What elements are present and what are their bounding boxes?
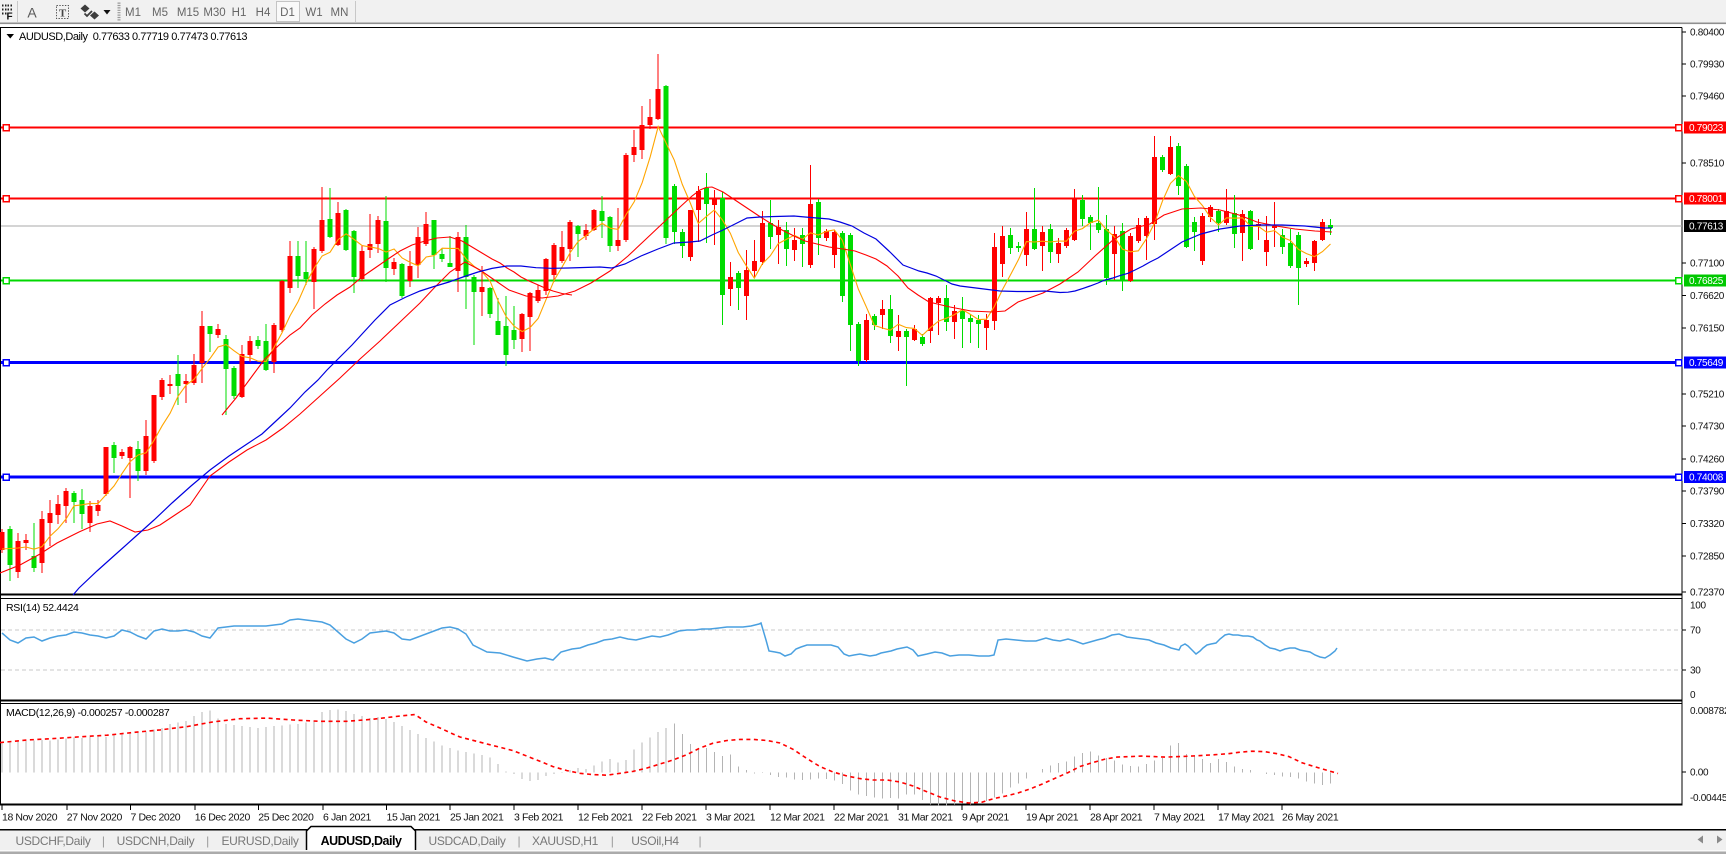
svg-text:22 Mar 2021: 22 Mar 2021 — [834, 812, 889, 824]
svg-text:0.79460: 0.79460 — [1690, 92, 1725, 103]
svg-text:0.80400: 0.80400 — [1690, 28, 1725, 39]
svg-text:27 Nov 2020: 27 Nov 2020 — [67, 812, 123, 824]
svg-text:|: | — [611, 834, 614, 848]
svg-text:12 Feb 2021: 12 Feb 2021 — [578, 812, 633, 824]
svg-text:17 May 2021: 17 May 2021 — [1218, 812, 1275, 824]
svg-text:D1: D1 — [280, 7, 295, 19]
svg-text:0.72370: 0.72370 — [1690, 588, 1725, 599]
svg-text:A: A — [27, 5, 37, 21]
svg-text:18 Nov 2020: 18 Nov 2020 — [2, 812, 58, 824]
svg-text:16 Dec 2020: 16 Dec 2020 — [195, 812, 251, 824]
svg-text:AUDUSD,Daily 0.77633 0.77719: AUDUSD,Daily 0.77633 0.77719 0.77473 0.7… — [19, 31, 247, 43]
svg-text:|: | — [102, 834, 105, 848]
svg-text:28 Apr 2021: 28 Apr 2021 — [1090, 812, 1143, 824]
svg-text:0.76620: 0.76620 — [1690, 291, 1725, 302]
svg-text:0.73790: 0.73790 — [1690, 487, 1725, 498]
svg-text:0.73320: 0.73320 — [1690, 519, 1725, 530]
svg-text:H1: H1 — [232, 7, 247, 19]
svg-text:25 Dec 2020: 25 Dec 2020 — [258, 812, 314, 824]
svg-text:0.78510: 0.78510 — [1690, 159, 1725, 170]
svg-text:3 Mar 2021: 3 Mar 2021 — [706, 812, 756, 824]
svg-text:9 Apr 2021: 9 Apr 2021 — [962, 812, 1009, 824]
svg-text:0.74008: 0.74008 — [1689, 473, 1724, 484]
svg-text:0.76825: 0.76825 — [1689, 276, 1724, 287]
svg-text:0.78001: 0.78001 — [1689, 194, 1724, 205]
svg-text:RSI(14) 52.4424: RSI(14) 52.4424 — [6, 602, 79, 614]
svg-text:12 Mar 2021: 12 Mar 2021 — [770, 812, 825, 824]
svg-text:AUDUSD,Daily: AUDUSD,Daily — [321, 834, 402, 848]
svg-text:22 Feb 2021: 22 Feb 2021 — [642, 812, 697, 824]
svg-text:0.74260: 0.74260 — [1690, 454, 1725, 465]
svg-text:|: | — [517, 834, 520, 848]
svg-text:0.75210: 0.75210 — [1690, 390, 1725, 401]
svg-text:W1: W1 — [305, 7, 322, 19]
svg-text:USDCHF,Daily: USDCHF,Daily — [15, 834, 90, 848]
svg-text:19 Apr 2021: 19 Apr 2021 — [1026, 812, 1079, 824]
svg-text:0.79930: 0.79930 — [1690, 60, 1725, 71]
svg-text:MACD(12,26,9) -0.000257 -0.000: MACD(12,26,9) -0.000257 -0.000287 — [6, 707, 170, 719]
svg-text:0.79023: 0.79023 — [1689, 123, 1724, 134]
svg-text:0.76150: 0.76150 — [1690, 324, 1725, 335]
svg-text:M30: M30 — [203, 7, 225, 19]
svg-text:USOil,H4: USOil,H4 — [631, 834, 679, 848]
svg-text:|: | — [206, 834, 209, 848]
svg-text:M1: M1 — [125, 7, 141, 19]
svg-text:7 Dec 2020: 7 Dec 2020 — [131, 812, 181, 824]
svg-text:EURUSD,Daily: EURUSD,Daily — [221, 834, 298, 848]
svg-text:USDCNH,Daily: USDCNH,Daily — [117, 834, 195, 848]
svg-text:T: T — [59, 8, 67, 20]
svg-text:|: | — [698, 834, 701, 848]
svg-text:MN: MN — [331, 7, 349, 19]
svg-text:100: 100 — [1690, 601, 1707, 612]
svg-text:30: 30 — [1690, 666, 1701, 677]
svg-text:0.00: 0.00 — [1690, 768, 1709, 779]
svg-text:25 Jan 2021: 25 Jan 2021 — [450, 812, 504, 824]
svg-text:M15: M15 — [177, 7, 199, 19]
svg-text:0.77613: 0.77613 — [1689, 222, 1724, 233]
svg-text:0.75649: 0.75649 — [1689, 358, 1724, 369]
svg-text:3 Feb 2021: 3 Feb 2021 — [514, 812, 564, 824]
svg-text:0.008782: 0.008782 — [1690, 706, 1726, 717]
svg-text:70: 70 — [1690, 625, 1701, 636]
svg-text:0.77100: 0.77100 — [1690, 259, 1725, 270]
svg-text:USDCAD,Daily: USDCAD,Daily — [428, 834, 505, 848]
svg-text:31 Mar 2021: 31 Mar 2021 — [898, 812, 953, 824]
svg-text:6 Jan 2021: 6 Jan 2021 — [323, 812, 372, 824]
svg-text:XAUUSD,H1: XAUUSD,H1 — [532, 834, 599, 848]
svg-text:F: F — [6, 12, 12, 23]
svg-text:0.74730: 0.74730 — [1690, 422, 1725, 433]
svg-text:0.72850: 0.72850 — [1690, 552, 1725, 563]
svg-text:0: 0 — [1690, 690, 1696, 701]
svg-text:M5: M5 — [152, 7, 168, 19]
svg-text:15 Jan 2021: 15 Jan 2021 — [387, 812, 441, 824]
svg-text:26 May 2021: 26 May 2021 — [1282, 812, 1339, 824]
svg-text:H4: H4 — [256, 7, 271, 19]
svg-text:7 May 2021: 7 May 2021 — [1154, 812, 1205, 824]
